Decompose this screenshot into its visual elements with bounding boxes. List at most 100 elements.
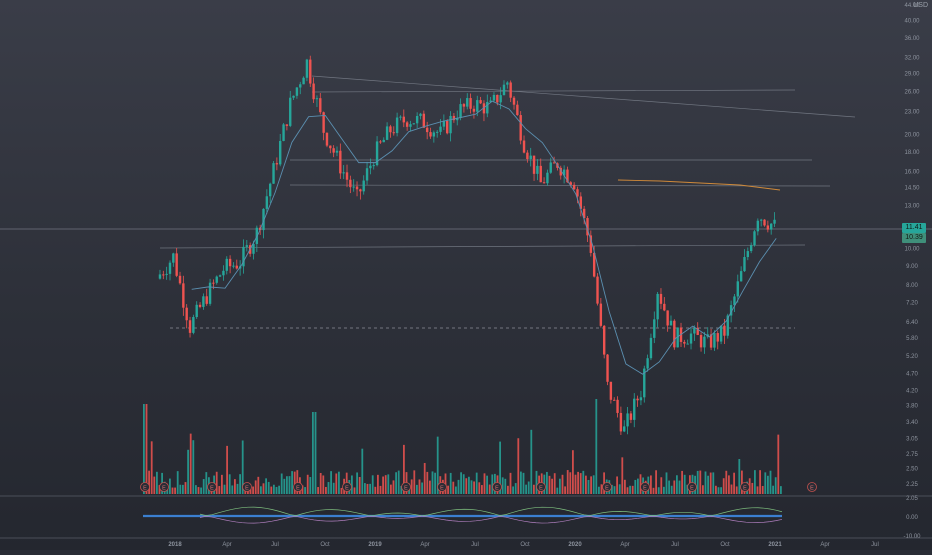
volume-bar [725, 470, 728, 494]
candle-body [759, 219, 763, 221]
volume-bar [377, 474, 379, 494]
volume-bar [486, 475, 488, 494]
volume-bar [631, 485, 634, 494]
volume-bar [527, 481, 530, 494]
candle-body [629, 413, 633, 420]
y-tick-label: 20.00 [904, 133, 920, 139]
candle-body [602, 325, 606, 355]
volume-bar [699, 470, 702, 494]
volume-bar [187, 449, 189, 494]
volume-bar [655, 470, 657, 494]
candle-body [686, 343, 689, 345]
candle-body [188, 320, 192, 333]
earnings-marker [536, 482, 546, 492]
candle-body [512, 97, 516, 105]
volume-bar [319, 472, 322, 494]
volume-bar [265, 478, 267, 494]
volume-bar [280, 473, 283, 494]
candle-body [422, 113, 426, 128]
volume-bar [637, 478, 639, 494]
candle-body [499, 95, 502, 103]
x-tick-label: Oct [520, 542, 530, 548]
candle-body [352, 186, 355, 188]
candle-body [636, 398, 639, 401]
candle-body [409, 124, 412, 127]
volume-bar [452, 481, 455, 494]
volume-bar [676, 475, 678, 494]
candle-body [412, 123, 416, 125]
earnings-marker-label: E [296, 486, 300, 492]
candle-body [202, 296, 205, 307]
candle-body [619, 412, 623, 432]
volume-bar [351, 475, 353, 494]
volume-bar [174, 487, 176, 494]
trend-line [311, 89, 796, 93]
volume-bar [613, 486, 616, 494]
y-tick-label: 2.75 [906, 452, 918, 458]
volume-bar [741, 470, 743, 494]
candle-body [165, 273, 168, 275]
volume-bar [629, 485, 631, 494]
volume-bar [488, 484, 491, 494]
volume-bar [772, 485, 774, 494]
y-tick-label: 2.05 [906, 496, 918, 502]
volume-bar [361, 448, 364, 494]
volume-bar [681, 470, 683, 494]
volume-bar [171, 487, 174, 494]
volume-bar [278, 485, 280, 494]
candle-body [539, 165, 542, 183]
candle-body [158, 274, 162, 279]
candle-body [643, 368, 646, 398]
candle-body [215, 276, 218, 283]
y-tick-label: 5.20 [906, 354, 918, 360]
candle-body [582, 208, 586, 219]
candle-body [182, 283, 185, 308]
volume-bar [548, 475, 551, 494]
volume-bar [535, 470, 538, 494]
candle-body [482, 103, 486, 114]
volume-bar [322, 475, 325, 494]
volume-bar [751, 482, 754, 494]
volume-bar [512, 486, 514, 494]
trend-line [311, 75, 856, 118]
earnings-marker [342, 482, 352, 492]
volume-bar [587, 479, 590, 494]
y-tick-label: 2.25 [906, 482, 918, 488]
long-moving-average-line [617, 179, 781, 191]
volume-bar [514, 483, 517, 494]
earnings-marker [140, 482, 150, 492]
volume-bar [384, 475, 387, 494]
volume-bar [218, 486, 221, 494]
earnings-marker [807, 482, 817, 492]
candle-body [268, 183, 272, 197]
volume-bar [418, 479, 421, 494]
candle-body [576, 189, 579, 197]
volume-bar [499, 441, 501, 494]
volume-bar [267, 481, 270, 494]
volume-bar [202, 479, 205, 494]
volume-bar [304, 487, 306, 494]
candle-body [289, 97, 292, 126]
earnings-marker-label: E [643, 486, 647, 492]
candle-body [392, 132, 395, 134]
x-tick-label: Oct [320, 542, 330, 548]
volume-bar [761, 485, 764, 494]
volume-bar [153, 476, 156, 494]
candle-body [536, 165, 539, 174]
volume-bar [434, 472, 436, 494]
candle-body [235, 265, 238, 269]
earnings-marker-label: E [345, 486, 349, 492]
volume-bar [429, 480, 431, 494]
candle-body [192, 317, 195, 333]
earnings-marker [437, 482, 447, 492]
y-tick-label: 10.00 [904, 247, 920, 253]
candle-body [305, 59, 309, 78]
volume-bar [364, 483, 366, 494]
volume-bar [598, 486, 600, 494]
secondary-price-tag: 10.39 [902, 233, 926, 243]
trend-line [289, 184, 831, 187]
volume-bar [767, 475, 769, 494]
candle-body [703, 336, 706, 348]
y-tick-label: 29.00 [904, 72, 920, 78]
volume-bar [379, 485, 382, 494]
